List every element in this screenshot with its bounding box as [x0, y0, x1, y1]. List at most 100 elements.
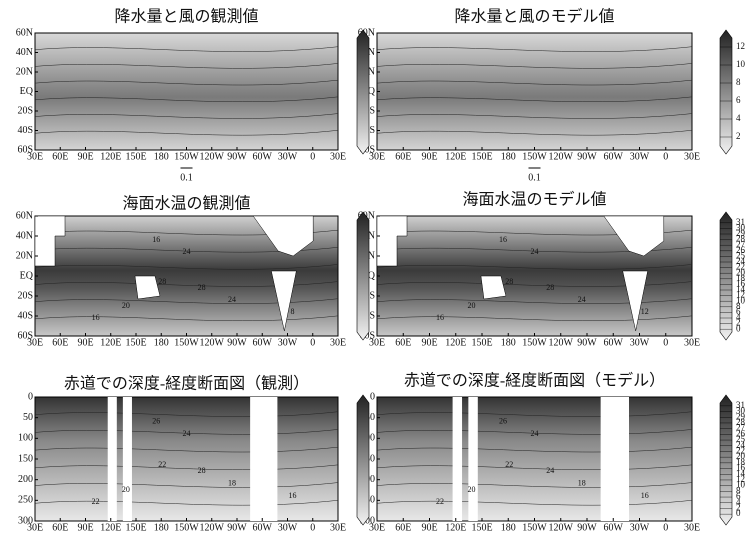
y-tick-label: EQ	[20, 86, 34, 97]
contour-label: 22	[436, 497, 444, 506]
x-tick-label: 150E	[125, 151, 146, 162]
no-data-strip	[468, 397, 477, 521]
y-tick-label: 40S	[17, 310, 33, 321]
x-tick-label: 30W	[630, 337, 650, 348]
contour-label: 18	[228, 479, 236, 488]
colorbar-tick-label: 10	[736, 59, 746, 69]
no-data-strip	[453, 397, 462, 521]
x-tick-label: 150W	[522, 337, 547, 348]
x-tick-label: 0	[663, 151, 668, 162]
x-tick-label: 0	[663, 337, 668, 348]
y-tick-label: 250	[18, 495, 33, 506]
x-tick-label: 60W	[253, 522, 273, 533]
colorbar	[720, 30, 732, 154]
contour-label: 16	[152, 235, 160, 244]
panel-title: 降水量と風の観測値	[114, 8, 258, 26]
no-data-strip	[123, 397, 132, 521]
x-tick-label: 0	[663, 522, 668, 533]
x-tick-label: 30E	[330, 522, 346, 533]
x-tick-label: 150E	[471, 337, 492, 348]
contour-label: 28	[158, 277, 166, 286]
contour-label: 24	[578, 295, 586, 304]
x-tick-label: 60W	[604, 151, 624, 162]
contour-label: 16	[641, 491, 649, 500]
x-tick-label: 90E	[421, 337, 437, 348]
x-tick-label: 30E	[330, 337, 346, 348]
x-tick-label: 60W	[253, 151, 273, 162]
contour-label: 20	[122, 485, 130, 494]
panel-title: 海面水温の観測値	[122, 195, 250, 213]
x-tick-label: 90E	[421, 151, 437, 162]
contour-label: 20	[468, 301, 476, 310]
y-tick-label: 20N	[16, 66, 33, 77]
x-tick-label: 150W	[174, 151, 199, 162]
x-tick-label: 180	[501, 151, 516, 162]
colorbar-tick-label: 6	[736, 95, 741, 105]
no-data-strip	[108, 397, 117, 521]
contour-label: 22	[92, 497, 100, 506]
x-tick-label: 30E	[684, 337, 700, 348]
colorbar-tick-label: 8	[736, 77, 741, 87]
no-data-strip	[250, 397, 277, 521]
contour-label: 26	[152, 417, 160, 426]
contour-label: 18	[578, 479, 586, 488]
contour-label: 20	[468, 485, 476, 494]
colorbar-tick-label: 2	[736, 131, 741, 141]
x-tick-label: 180	[154, 151, 169, 162]
x-tick-label: 90W	[577, 337, 597, 348]
x-tick-label: 120E	[100, 151, 121, 162]
x-tick-label: 30W	[278, 337, 298, 348]
x-tick-label: 90E	[77, 522, 93, 533]
panel-title: 海面水温のモデル値	[462, 190, 606, 209]
contour-label: 16	[499, 235, 507, 244]
colorbar-tick-label: 0	[736, 323, 741, 333]
panel-title: 赤道での深度-経度断面図（観測）	[64, 375, 309, 393]
x-tick-label: 120E	[100, 522, 121, 533]
contour-label: 16	[436, 313, 444, 322]
x-tick-label: 120E	[445, 151, 466, 162]
x-tick-label: 60E	[395, 522, 411, 533]
x-tick-label: 0	[310, 337, 315, 348]
y-tick-label: 0	[28, 391, 33, 402]
contour-label: 26	[499, 417, 507, 426]
x-tick-label: 30W	[278, 522, 298, 533]
x-tick-label: 180	[154, 337, 169, 348]
x-tick-label: 60W	[604, 522, 624, 533]
y-tick-label: 100	[18, 433, 33, 444]
contour-label: 24	[531, 429, 539, 438]
x-tick-label: 60E	[52, 337, 68, 348]
x-tick-label: 30W	[278, 151, 298, 162]
contour-label: 24	[183, 247, 191, 256]
x-tick-label: 30W	[630, 151, 650, 162]
contour-label: 28	[505, 277, 513, 286]
x-tick-label: 180	[501, 337, 516, 348]
x-tick-label: 120E	[445, 522, 466, 533]
x-tick-label: 60E	[52, 151, 68, 162]
x-tick-label: 90W	[577, 151, 597, 162]
x-tick-label: 60W	[604, 337, 624, 348]
x-tick-label: 150W	[522, 522, 547, 533]
y-tick-label: 60S	[17, 330, 33, 341]
y-tick-label: 150	[18, 453, 33, 464]
contour-label: 24	[228, 295, 236, 304]
x-tick-label: 90E	[421, 522, 437, 533]
y-tick-label: 40S	[17, 125, 33, 136]
colorbar	[720, 212, 732, 340]
x-tick-label: 150E	[471, 151, 492, 162]
colorbar-tick-label: 0	[736, 508, 741, 518]
colorbar	[357, 30, 369, 154]
y-tick-label: 40N	[16, 230, 33, 241]
x-tick-label: 120W	[200, 522, 225, 533]
contour-label: 28	[198, 466, 206, 475]
x-tick-label: 30E	[684, 151, 700, 162]
contour-label: 16	[289, 491, 297, 500]
x-tick-label: 150E	[125, 522, 146, 533]
contour-label: 16	[92, 313, 100, 322]
x-tick-label: 90W	[577, 522, 597, 533]
y-tick-label: 300	[18, 515, 33, 526]
x-tick-label: 150W	[522, 151, 547, 162]
x-tick-label: 120W	[549, 337, 574, 348]
x-tick-label: 60E	[395, 337, 411, 348]
x-tick-label: 90E	[77, 151, 93, 162]
contour-label: 12	[641, 307, 649, 316]
